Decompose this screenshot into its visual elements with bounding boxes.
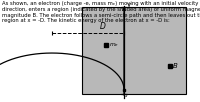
Text: $m_e$: $m_e$ xyxy=(109,41,119,49)
Text: B: B xyxy=(173,63,178,69)
Text: p: p xyxy=(123,93,127,98)
Text: y: y xyxy=(127,2,131,8)
Bar xyxy=(82,7,186,94)
Text: D: D xyxy=(100,22,106,31)
Text: As shown, an electron (charge -e, mass mₑ) moving with an initial velocity in th: As shown, an electron (charge -e, mass m… xyxy=(2,1,200,23)
